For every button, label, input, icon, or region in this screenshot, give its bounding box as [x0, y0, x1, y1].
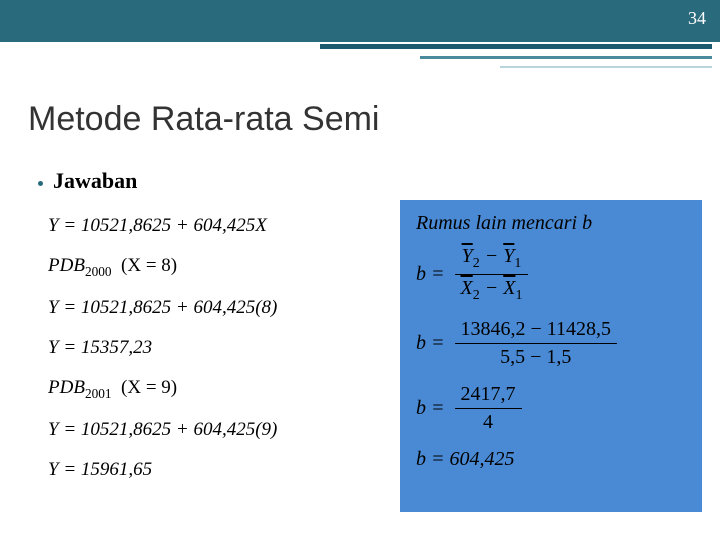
pdb-2000-sub: 2000: [85, 264, 112, 279]
equation-y-result-9: Y = 15961,65: [48, 454, 378, 486]
frac2-num: 13846,2 − 11428,5: [455, 318, 618, 344]
formula-box: Rumus lain mencari b b = Y2 − Y1 X2 − X1…: [400, 200, 702, 512]
left-equations: Y = 10521,8625 + 604,425X PDB2000 (X = 8…: [48, 210, 378, 494]
formula-heading: Rumus lain mencari b: [416, 212, 686, 235]
equation-y-result-8: Y = 15357,23: [48, 332, 378, 364]
pdb-2000-x: (X = 8): [121, 255, 177, 276]
slide-title: Metode Rata-rata Semi: [28, 100, 380, 139]
equation-y-at-9: Y = 10521,8625 + 604,425(9): [48, 414, 378, 446]
header-rule-3: [500, 66, 712, 68]
formula-b-symbolic: b = Y2 − Y1 X2 − X1: [416, 245, 686, 304]
pdb-label: PDB: [48, 377, 85, 398]
equation-y-at-8: Y = 10521,8625 + 604,425(8): [48, 292, 378, 324]
xbar2: X: [461, 277, 473, 299]
ybar2-sub: 2: [473, 256, 480, 271]
xbar1-sub: 1: [515, 288, 522, 303]
formula-b-result: b = 604,425: [416, 448, 686, 471]
ybar2: Y: [462, 245, 473, 267]
pdb-2001-line: PDB2001 (X = 9): [48, 372, 378, 405]
frac3-den: 4: [455, 409, 522, 434]
pdb-2001-x: (X = 9): [121, 377, 177, 398]
equation-y-linear: Y = 10521,8625 + 604,425X: [48, 210, 378, 242]
bullet-dot-icon: [38, 181, 43, 186]
pdb-label: PDB: [48, 255, 85, 276]
pdb-2001-sub: 2001: [85, 386, 112, 401]
pdb-2000-line: PDB2000 (X = 8): [48, 250, 378, 283]
formula-b-numeric1: b = 13846,2 − 11428,5 5,5 − 1,5: [416, 318, 686, 369]
formula-b-numeric2: b = 2417,7 4: [416, 383, 686, 434]
bullet-row: Jawaban: [38, 168, 137, 194]
b-result: b = 604,425: [416, 448, 515, 471]
header-rule-2: [420, 56, 712, 59]
xbar2-sub: 2: [473, 288, 480, 303]
page-number: 34: [688, 8, 706, 29]
frac3-num: 2417,7: [455, 383, 522, 409]
ybar1-sub: 1: [514, 256, 521, 271]
ybar1: Y: [503, 245, 514, 267]
frac2-den: 5,5 − 1,5: [455, 344, 618, 369]
slide-header: [0, 0, 720, 42]
header-rule-1: [320, 44, 712, 49]
xbar1: X: [503, 277, 515, 299]
bullet-text: Jawaban: [53, 168, 137, 194]
